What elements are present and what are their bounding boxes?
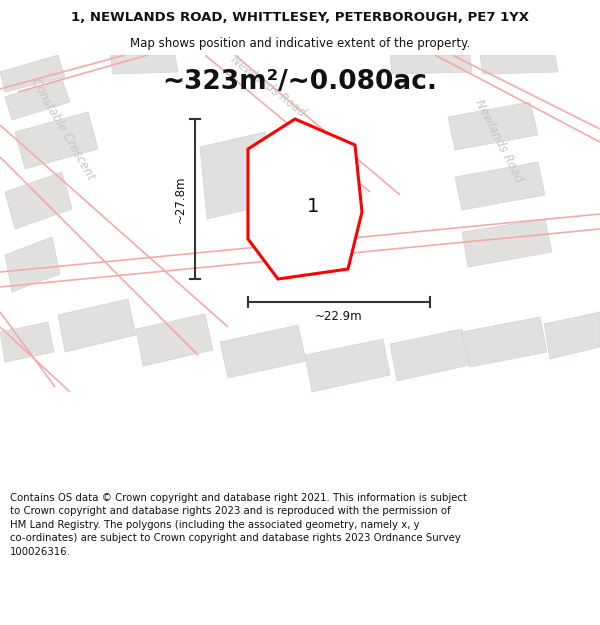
Text: ~27.8m: ~27.8m: [174, 175, 187, 222]
Text: 1, NEWLANDS ROAD, WHITTLESEY, PETERBOROUGH, PE7 1YX: 1, NEWLANDS ROAD, WHITTLESEY, PETERBOROU…: [71, 11, 529, 24]
Polygon shape: [15, 112, 98, 169]
Polygon shape: [5, 237, 60, 292]
Text: Map shows position and indicative extent of the property.: Map shows position and indicative extent…: [130, 38, 470, 51]
Polygon shape: [58, 299, 136, 352]
Text: ~22.9m: ~22.9m: [315, 310, 363, 323]
Polygon shape: [0, 55, 65, 92]
Text: Contains OS data © Crown copyright and database right 2021. This information is : Contains OS data © Crown copyright and d…: [10, 492, 467, 557]
Polygon shape: [455, 162, 545, 210]
Text: Newlands Road: Newlands Road: [228, 52, 308, 119]
Polygon shape: [390, 55, 472, 74]
Polygon shape: [0, 322, 54, 362]
Polygon shape: [544, 312, 600, 359]
Polygon shape: [220, 325, 306, 378]
Polygon shape: [200, 132, 272, 219]
Polygon shape: [448, 102, 538, 150]
Text: Constable Crescent: Constable Crescent: [28, 76, 97, 182]
Text: Newlands Road: Newlands Road: [472, 98, 525, 185]
Text: ~323m²/~0.080ac.: ~323m²/~0.080ac.: [163, 69, 437, 95]
Polygon shape: [305, 339, 390, 392]
Polygon shape: [5, 79, 70, 120]
Polygon shape: [136, 314, 213, 366]
Polygon shape: [480, 55, 558, 74]
Text: 1: 1: [307, 198, 319, 216]
Polygon shape: [5, 172, 72, 229]
Polygon shape: [462, 317, 547, 367]
Polygon shape: [390, 329, 470, 381]
Polygon shape: [462, 219, 552, 267]
Polygon shape: [110, 55, 178, 74]
Polygon shape: [248, 119, 362, 279]
